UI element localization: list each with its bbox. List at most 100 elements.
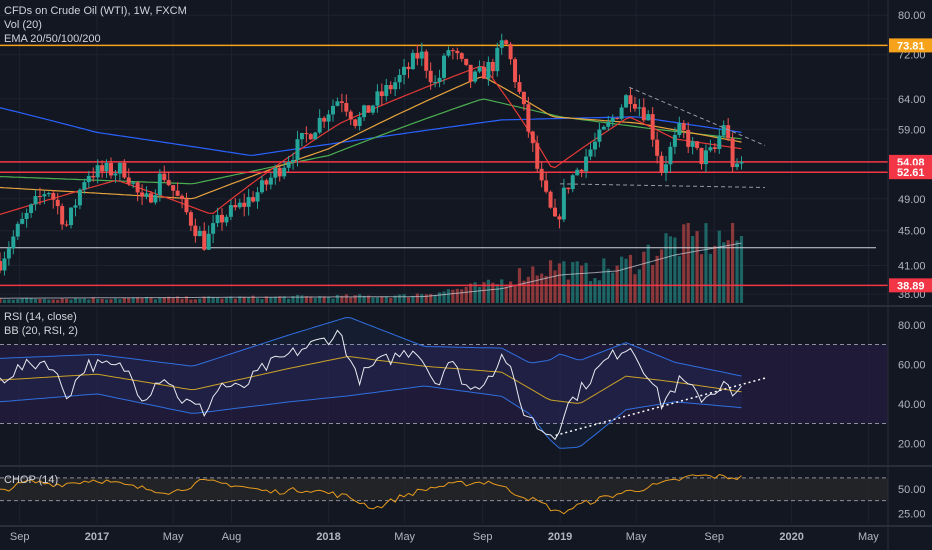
volume-bar bbox=[220, 298, 224, 303]
candle-body bbox=[86, 175, 91, 183]
volume-bar bbox=[611, 272, 615, 303]
candle-body bbox=[211, 223, 216, 234]
vol-legend[interactable]: Vol (20) bbox=[4, 19, 42, 31]
candle-body bbox=[51, 193, 56, 200]
volume-bar bbox=[544, 275, 548, 303]
time-tick-label: 2020 bbox=[779, 531, 803, 543]
volume-bar bbox=[233, 298, 237, 303]
volume-bar bbox=[482, 282, 486, 303]
candle-body bbox=[33, 196, 38, 205]
candle-body bbox=[601, 126, 606, 130]
time-tick-label: May bbox=[858, 531, 879, 543]
candle-body bbox=[481, 66, 486, 79]
candle-body bbox=[433, 81, 438, 83]
ema-legend[interactable]: EMA 20/50/100/200 bbox=[4, 33, 101, 45]
candle-body bbox=[410, 52, 415, 70]
volume-bar bbox=[495, 284, 499, 303]
volume-bar bbox=[0, 298, 2, 303]
volume-bar bbox=[251, 295, 255, 303]
volume-bar bbox=[420, 294, 424, 303]
candle-body bbox=[246, 197, 251, 207]
rsi-tick-label: 80.00 bbox=[898, 320, 926, 332]
candle-body bbox=[184, 199, 189, 213]
candle-body bbox=[668, 146, 673, 165]
candle-body bbox=[135, 182, 140, 193]
volume-bar bbox=[588, 281, 593, 303]
volume-bar bbox=[473, 282, 477, 303]
volume-bar bbox=[375, 297, 379, 303]
chop-tick-label: 25.00 bbox=[898, 508, 926, 520]
price-tick-label: 64.00 bbox=[898, 94, 926, 106]
candle-body bbox=[348, 111, 353, 120]
chop-band-fill bbox=[0, 477, 888, 501]
candle-body bbox=[548, 191, 553, 208]
candle-body bbox=[291, 159, 296, 162]
candle-body bbox=[450, 50, 455, 52]
volume-bar bbox=[91, 297, 95, 303]
candle-body bbox=[304, 132, 309, 135]
candle-body bbox=[42, 194, 47, 197]
candle-body bbox=[180, 195, 185, 200]
volume-bar bbox=[16, 299, 20, 303]
candle-body bbox=[699, 147, 704, 165]
candle-body bbox=[295, 139, 300, 160]
candle-layer bbox=[0, 33, 744, 276]
volume-bar bbox=[415, 293, 419, 303]
volume-bar bbox=[109, 299, 113, 303]
candle-body bbox=[615, 117, 620, 119]
volume-bar bbox=[87, 299, 91, 303]
candle-body bbox=[584, 156, 589, 172]
volume-bar bbox=[189, 299, 193, 303]
volume-bar bbox=[287, 298, 291, 303]
candle-body bbox=[628, 95, 633, 104]
volume-bar bbox=[202, 296, 206, 303]
candle-body bbox=[366, 105, 371, 113]
symbol-title[interactable]: CFDs on Crude Oil (WTI), 1W, FXCM bbox=[4, 5, 187, 17]
volume-bar bbox=[682, 224, 686, 303]
price-tick-label: 49.00 bbox=[898, 194, 926, 206]
price-tick-label: 45.00 bbox=[898, 226, 926, 238]
candle-body bbox=[29, 204, 34, 213]
candle-body bbox=[73, 205, 78, 208]
volume-bar bbox=[637, 269, 641, 303]
candle-body bbox=[717, 135, 722, 149]
candle-body bbox=[153, 195, 158, 203]
rsi-tick-label: 20.00 bbox=[898, 438, 926, 450]
candle-body bbox=[95, 165, 100, 178]
volume-bar bbox=[51, 299, 55, 303]
candle-body bbox=[610, 117, 615, 122]
chop-title[interactable]: CHOP (14) bbox=[4, 474, 59, 486]
volume-bar bbox=[713, 245, 717, 303]
candle-body bbox=[393, 82, 398, 90]
volume-bar bbox=[304, 296, 308, 303]
candle-body bbox=[175, 190, 180, 196]
volume-bar bbox=[366, 295, 371, 303]
candle-body bbox=[681, 123, 686, 130]
candle-body bbox=[233, 205, 238, 208]
candle-body bbox=[91, 175, 96, 178]
volume-bar bbox=[704, 223, 708, 303]
volume-bar bbox=[33, 298, 38, 303]
volume-bar bbox=[646, 244, 650, 303]
volume-bar bbox=[171, 297, 175, 303]
volume-bar bbox=[393, 295, 397, 303]
volume-bar bbox=[326, 296, 331, 303]
trend-layer bbox=[560, 86, 766, 189]
candle-body bbox=[726, 125, 731, 139]
candle-body bbox=[251, 197, 256, 202]
volume-bar bbox=[291, 296, 295, 303]
volume-bar bbox=[500, 279, 504, 303]
candle-body bbox=[730, 138, 735, 168]
price-tick-label: 72.00 bbox=[898, 50, 926, 62]
candle-body bbox=[486, 61, 491, 79]
volume-bar bbox=[131, 297, 135, 303]
candle-body bbox=[20, 218, 25, 224]
volume-bar bbox=[677, 256, 681, 303]
time-tick-label: Sep bbox=[473, 531, 493, 543]
rsi-title[interactable]: RSI (14, close) bbox=[4, 311, 77, 323]
chop-legend: CHOP (14) bbox=[4, 473, 58, 487]
bb-title[interactable]: BB (20, RSI, 2) bbox=[4, 325, 78, 337]
candle-body bbox=[637, 107, 642, 109]
volume-bar bbox=[42, 298, 46, 303]
